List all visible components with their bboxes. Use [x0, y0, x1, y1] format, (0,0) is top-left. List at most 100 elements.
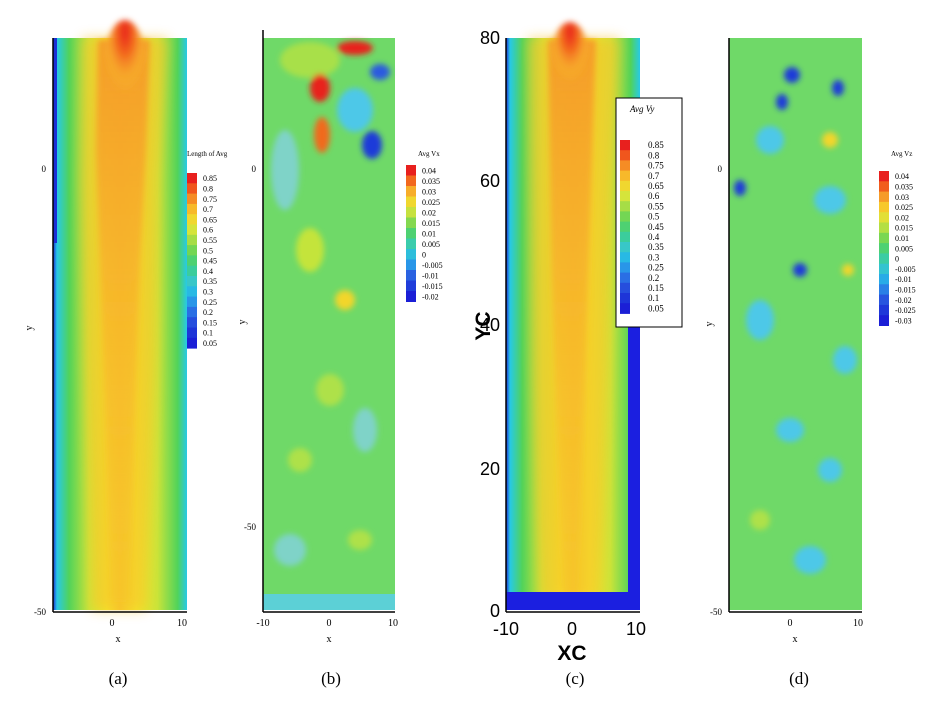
legend-swatch: [406, 291, 416, 302]
legend-level-label: -0.01: [422, 271, 439, 280]
legend-level-label: -0.02: [895, 296, 912, 305]
panel-b-xtick-2: 10: [388, 618, 398, 629]
legend-level-label: 0.65: [203, 215, 217, 224]
legend-swatch: [879, 263, 889, 275]
panel-c: 0 20 40 60 80 -10 0 10 XC YC Avg Vy 0.85…: [472, 22, 683, 688]
legend-level-label: -0.025: [895, 306, 916, 315]
panel-c-legend: 0.850.80.750.70.650.60.550.50.450.40.350…: [620, 140, 664, 314]
legend-swatch: [620, 170, 630, 182]
legend-swatch: [406, 186, 416, 197]
legend-level-label: 0.45: [648, 222, 664, 232]
legend-swatch: [879, 284, 889, 296]
legend-level-label: -0.01: [895, 275, 912, 284]
legend-swatch: [620, 272, 630, 284]
legend-swatch: [879, 294, 889, 306]
legend-swatch: [406, 249, 416, 260]
legend-level-label: 0.03: [422, 187, 436, 196]
legend-level-label: 0.2: [203, 308, 213, 317]
panel-a-ytick-1: -50: [34, 607, 46, 617]
legend-level-label: -0.005: [422, 261, 443, 270]
legend-level-label: 0.55: [648, 201, 664, 211]
legend-level-label: 0.8: [203, 185, 213, 194]
panel-c-ytick-4: 80: [480, 28, 500, 48]
panel-b-xlabel: x: [327, 634, 332, 645]
legend-swatch: [620, 293, 630, 304]
legend-level-label: 0.025: [895, 203, 913, 212]
legend-swatch: [620, 242, 630, 253]
legend-swatch: [406, 165, 416, 176]
legend-level-label: -0.015: [422, 282, 443, 291]
legend-swatch: [620, 191, 630, 202]
legend-level-label: 0.45: [203, 257, 217, 266]
legend-level-label: 0.35: [648, 242, 664, 252]
panel-b-caption: (b): [321, 669, 341, 688]
legend-swatch: [406, 280, 416, 292]
legend-level-label: 0.05: [203, 339, 217, 348]
legend-level-label: 0: [895, 255, 899, 264]
legend-level-label: 0.65: [648, 181, 664, 191]
legend-level-label: 0: [422, 250, 426, 259]
legend-swatch: [620, 160, 630, 172]
legend-level-label: 0.02: [895, 213, 909, 222]
panel-c-ytick-0: 0: [490, 601, 500, 621]
legend-swatch: [187, 337, 197, 349]
legend-swatch: [620, 201, 630, 212]
panel-a: 0 -50 0 10 x y Length of Avg 0.85 0.80.75…: [24, 20, 228, 688]
legend-level-label: 0.6: [648, 191, 660, 201]
legend-swatch: [406, 207, 416, 218]
legend-level-label: 0.3: [648, 252, 660, 262]
legend-swatch: [879, 315, 889, 326]
legend-swatch: [620, 252, 630, 263]
legend-swatch: [406, 259, 416, 271]
panel-c-ylabel: YC: [472, 311, 495, 340]
panel-a-xtick-1: 10: [177, 618, 187, 629]
legend-level-label: 0.3: [203, 288, 213, 297]
panel-b: 0 -50 -10 0 10 x y Avg Vx 0.040.0350.030…: [237, 30, 443, 688]
legend-level-label: 0.04: [895, 172, 909, 181]
panel-c-xtick-1: 0: [567, 619, 577, 639]
legend-swatch: [187, 173, 197, 184]
legend-level-label: 0.15: [648, 283, 664, 293]
legend-swatch: [406, 196, 416, 208]
legend-level-label: 0.005: [422, 240, 440, 249]
legend-level-label: -0.02: [422, 292, 439, 301]
legend-level-label: 0.01: [895, 234, 909, 243]
legend-level-label: 0.4: [203, 267, 213, 276]
legend-swatch: [187, 286, 197, 298]
legend-swatch: [879, 232, 889, 244]
legend-level-label: 0.015: [422, 219, 440, 228]
panel-c-xtick-2: 10: [626, 619, 646, 639]
panel-b-contour-map: [263, 38, 395, 610]
legend-swatch: [879, 201, 889, 213]
legend-swatch: [406, 175, 416, 187]
panel-b-xtick-1: 0: [327, 618, 332, 629]
legend-swatch: [620, 211, 630, 223]
legend-level-label: -0.015: [895, 286, 916, 295]
panel-d-xtick-0: 0: [788, 618, 793, 629]
legend-swatch: [879, 274, 889, 285]
panel-c-ytick-1: 20: [480, 459, 500, 479]
legend-level-label: 0.04: [422, 166, 436, 175]
panel-a-xtick-0: 0: [110, 618, 115, 629]
legend-level-label: 0.1: [203, 329, 213, 338]
legend-swatch: [879, 253, 889, 265]
legend-swatch: [187, 327, 197, 339]
panel-a-caption: (a): [109, 669, 128, 688]
legend-swatch: [620, 282, 630, 294]
panel-d: 0 -50 0 10 x y Avg Vz 0.04 0.0350.030.025…: [704, 38, 916, 688]
panel-a-legend: 0.85 0.80.750.70.65 0.60.550.5 0.450.40.35 0…: [187, 173, 217, 349]
panel-d-ytick-1: -50: [710, 607, 722, 617]
legend-level-label: 0.85: [203, 174, 217, 183]
panel-a-legend-title: Length of Avg: [187, 150, 228, 158]
legend-level-label: 0.01: [422, 229, 436, 238]
legend-swatch: [879, 304, 889, 316]
legend-level-label: 0.4: [648, 232, 660, 242]
legend-level-label: 0.1: [648, 293, 659, 303]
legend-swatch: [187, 214, 197, 225]
panel-d-legend-title: Avg Vz: [891, 150, 912, 158]
panel-c-legend-title: Avg Vy: [629, 104, 654, 114]
panel-b-xtick-0: -10: [256, 618, 269, 629]
legend-swatch: [620, 150, 630, 161]
